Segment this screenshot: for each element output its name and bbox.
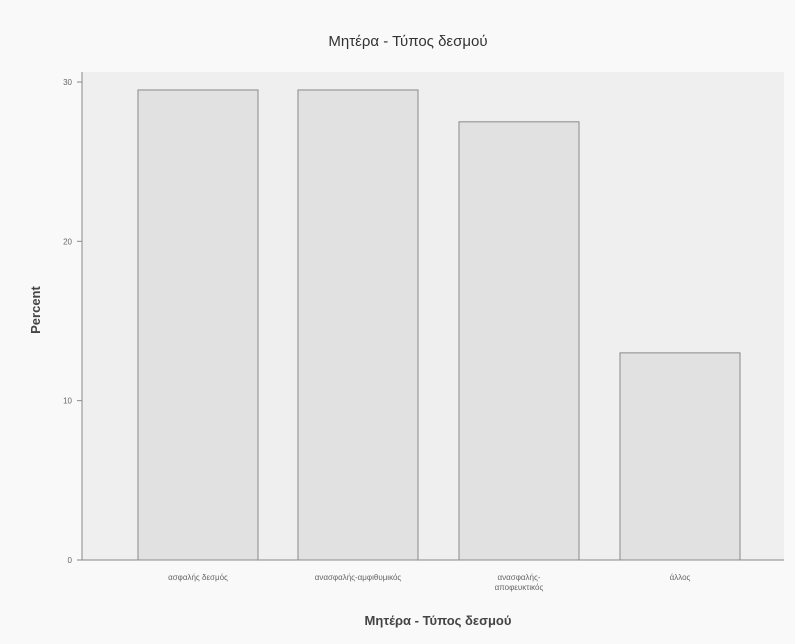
y-tick-label: 30 xyxy=(63,78,72,87)
bar-2 xyxy=(458,121,580,561)
bars-group xyxy=(137,89,741,561)
y-axis-label: Percent xyxy=(28,285,43,333)
x-ticks-group: ασφαλής δεσμός ανασφαλής-αμφιθυμικός ανασφ… xyxy=(168,573,690,592)
y-tick-label: 20 xyxy=(63,237,72,246)
bar-0 xyxy=(137,89,259,561)
x-tick-label: ανασφαλής- xyxy=(498,573,541,582)
y-tick-label: 10 xyxy=(63,397,72,406)
x-tick-label: ασφαλής δεσμός xyxy=(168,573,228,582)
bar-3 xyxy=(619,352,741,561)
y-tick-label: 0 xyxy=(68,556,73,565)
x-axis-label: Μητέρα - Τύπος δεσμού xyxy=(365,613,512,628)
x-tick-label: ανασφαλής-αμφιθυμικός xyxy=(315,573,402,582)
bar-1 xyxy=(297,89,419,561)
chart-title: Μητέρα - Τύπος δεσμού xyxy=(328,33,487,50)
y-ticks-group: 0 10 20 30 xyxy=(63,78,82,565)
x-tick-label: αποφευκτικός xyxy=(495,583,544,592)
x-tick-label: άλλος xyxy=(670,573,691,582)
